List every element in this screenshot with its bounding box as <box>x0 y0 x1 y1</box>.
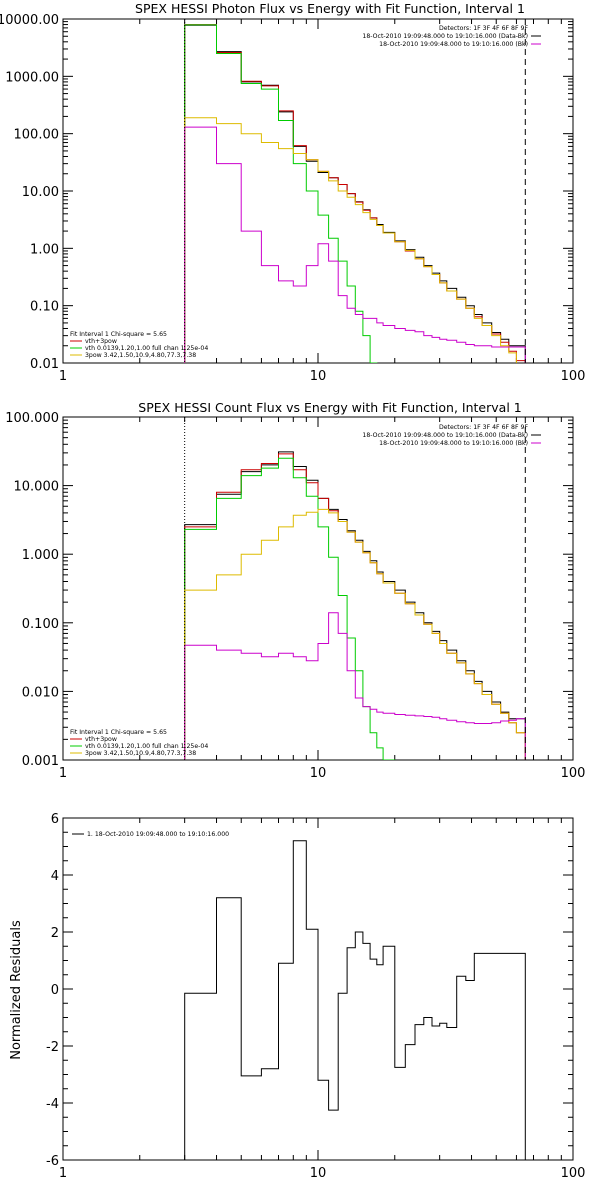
series-line-vth <box>184 24 378 363</box>
x-ticks: 1 10 100 <box>59 818 586 1181</box>
series-lines <box>184 840 526 1160</box>
y-tick-label: 100.000 <box>5 411 59 426</box>
y-ticks: 0.01 0.10 1.00 10.00 100.00 1000.00 10000.00 <box>0 13 573 372</box>
y-tick-label: -4 <box>46 1097 59 1112</box>
panel-title: SPEX HESSI Count Flux vs Energy with Fit… <box>138 400 521 415</box>
bk-interval-text: 18-Oct-2010 19:09:48.000 to 19:10:16.000… <box>379 440 528 447</box>
detectors-text: Detectors: 1F 3F 4F 6F 8F 9F <box>439 25 528 32</box>
x-tick-label: 100 <box>561 369 586 384</box>
count-flux-panel: SPEX HESSI Count Flux vs Energy with Fit… <box>5 400 586 781</box>
bk-interval-text: 18-Oct-2010 19:09:48.000 to 19:10:16.000… <box>379 41 528 48</box>
y-ticks: 0.001 0.010 0.100 1.000 10.000 100.000 <box>5 411 573 769</box>
fit-model-text: vth+3pow <box>85 736 117 743</box>
series-line-bk <box>184 126 526 363</box>
y-tick-label: 10.00 <box>22 185 59 200</box>
y-tick-label: 0 <box>51 983 59 998</box>
x-tick-label: 1 <box>59 369 67 384</box>
y-tick-label: 2 <box>51 926 59 941</box>
x-tick-label: 100 <box>561 1166 586 1181</box>
y-tick-label: 0.001 <box>22 754 59 769</box>
series-lines <box>184 24 526 363</box>
panel-title: SPEX HESSI Photon Flux vs Energy with Fi… <box>135 1 525 16</box>
series-line-vth <box>184 457 396 760</box>
x-tick-label: 1 <box>59 766 67 781</box>
x-tick-label: 1 <box>59 1166 67 1181</box>
y-tick-label: 1.00 <box>30 242 59 257</box>
data-bk-interval-text: 18-Oct-2010 19:09:48.000 to 19:10:16.000… <box>362 432 528 439</box>
series-line-vth-3pow <box>184 453 526 760</box>
fit-3pow-text: 3pow 3.42,1.50,10.9,4.80,77.3,7.38 <box>85 352 196 359</box>
series-line-vth-3pow <box>184 24 526 363</box>
fit-3pow-text: 3pow 3.42,1.50,10.9,4.80,77.3,7.38 <box>85 750 196 757</box>
y-tick-label: -2 <box>46 1040 59 1055</box>
y-tick-label: 0.100 <box>22 617 59 632</box>
x-tick-label: 10 <box>310 766 327 781</box>
fit-interval-text: Fit Interval 1 Chi-square = 5.65 <box>70 331 167 338</box>
x-tick-label: 10 <box>310 369 327 384</box>
photon-flux-panel: SPEX HESSI Photon Flux vs Energy with Fi… <box>0 1 586 384</box>
y-tick-label: 10000.00 <box>0 13 59 28</box>
y-tick-label: 100.00 <box>14 128 60 143</box>
y-tick-label: 6 <box>51 812 59 827</box>
y-axis-label: Normalized Residuals <box>9 920 24 1060</box>
residuals-panel: 1 10 100 -6 -4 -2 0 2 4 6 Normalized Residuals 1… <box>9 812 586 1181</box>
y-tick-label: 4 <box>51 869 59 884</box>
series-line-3pow <box>184 117 517 363</box>
x-tick-label: 10 <box>310 1166 327 1181</box>
y-ticks: -6 -4 -2 0 2 4 6 <box>46 812 573 1169</box>
detectors-text: Detectors: 1F 3F 4F 6F 8F 9F <box>439 424 528 431</box>
fit-model-text: vth+3pow <box>85 338 117 345</box>
y-tick-label: 0.10 <box>30 300 59 315</box>
fit-interval-text: Fit Interval 1 Chi-square = 5.65 <box>70 729 167 736</box>
y-tick-label: 0.01 <box>30 357 59 372</box>
legend-entry: 1. 18-Oct-2010 19:09:48.000 to 19:10:16.… <box>87 831 229 838</box>
series-line-3pow <box>184 508 526 760</box>
x-ticks: 1 10 100 <box>59 19 586 384</box>
y-tick-label: -6 <box>46 1154 59 1169</box>
series-line-data-bk <box>184 24 526 363</box>
y-tick-label: 1.000 <box>22 548 59 563</box>
plot-frame <box>62 416 574 761</box>
vertical-markers <box>184 19 526 363</box>
fit-vth-text: vth 0.0139,1.20,1.00 full chan 1.25e-04 <box>85 743 208 750</box>
x-tick-label: 100 <box>561 766 586 781</box>
data-bk-interval-text: 18-Oct-2010 19:09:48.000 to 19:10:16.000… <box>362 33 528 40</box>
fit-vth-text: vth 0.0139,1.20,1.00 full chan 1.25e-04 <box>85 345 208 352</box>
y-tick-label: 1000.00 <box>5 70 59 85</box>
y-tick-label: 10.000 <box>14 480 60 495</box>
series-line-data-bk <box>184 451 526 760</box>
series-line-bk <box>184 612 526 760</box>
series-line-1-18-oct-2010-19-09-48-000-to-19-10-16-000 <box>184 840 526 1160</box>
series-lines <box>184 451 526 760</box>
x-ticks: 1 10 100 <box>59 417 586 781</box>
vertical-markers <box>184 417 526 760</box>
y-tick-label: 0.010 <box>22 685 59 700</box>
